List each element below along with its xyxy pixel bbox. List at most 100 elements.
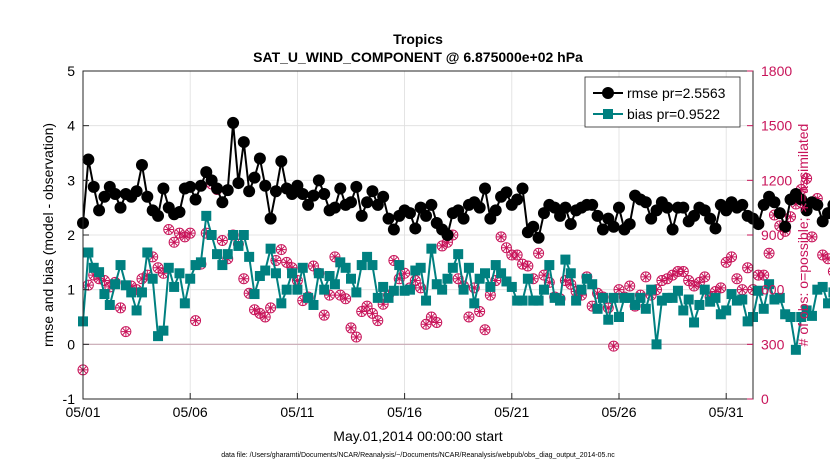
bias-point xyxy=(533,295,544,306)
obs-possible-point xyxy=(608,340,620,352)
obs-assimilated-point xyxy=(496,232,506,242)
rmse-point xyxy=(355,209,368,222)
obs-assimilated-point xyxy=(652,285,662,295)
rmse-point xyxy=(98,190,111,203)
bias-point xyxy=(169,281,180,292)
obs-assimilated-point xyxy=(362,301,372,311)
legend-bias-marker xyxy=(603,109,613,119)
bias-point xyxy=(689,317,700,328)
obs-possible-point xyxy=(415,282,427,294)
obs-assimilated-point xyxy=(298,296,308,306)
rmse-point xyxy=(211,182,223,195)
legend-rmse-marker xyxy=(602,87,614,99)
obs-assimilated-point xyxy=(469,283,479,293)
bias-point xyxy=(281,284,292,295)
bias-point xyxy=(496,268,507,279)
obs-assimilated-point xyxy=(116,303,126,313)
rmse-point xyxy=(382,212,395,225)
obs-assimilated-point xyxy=(394,274,404,284)
bias-point xyxy=(120,280,131,291)
y-right-tick-label: 900 xyxy=(761,227,785,243)
bias-point xyxy=(597,292,608,303)
obs-assimilated-point xyxy=(764,248,774,258)
obs-assimilated-point xyxy=(523,261,533,271)
bias-point xyxy=(308,299,319,310)
bias-point xyxy=(399,285,410,296)
bias-point xyxy=(646,284,657,295)
bias-point xyxy=(287,268,298,279)
y-axis-label: rmse and bias (model - observation) xyxy=(40,123,56,347)
rmse-point xyxy=(361,196,374,209)
obs-assimilated-point xyxy=(442,237,452,247)
bias-point xyxy=(780,309,791,320)
obs-assimilated-point xyxy=(105,282,115,292)
bias-point xyxy=(394,260,405,271)
bias-point xyxy=(469,298,480,309)
rmse-point xyxy=(511,193,524,206)
bias-point xyxy=(351,287,362,298)
obs-assimilated-point xyxy=(335,290,345,300)
obs-possible-point xyxy=(726,251,738,263)
rmse-point xyxy=(661,201,674,214)
bias-point xyxy=(136,287,147,298)
rmse-point xyxy=(189,193,202,206)
obs-assimilated-point xyxy=(132,285,142,295)
obs-possible-point xyxy=(190,315,202,327)
bias-point xyxy=(447,262,458,273)
bias-point xyxy=(174,268,185,279)
rmse-point xyxy=(613,201,625,214)
obs-assimilated-point xyxy=(158,268,168,278)
obs-possible-point xyxy=(806,231,818,243)
rmse-point xyxy=(227,116,240,129)
obs-assimilated-point xyxy=(684,276,694,286)
obs-assimilated-point xyxy=(480,325,490,335)
bias-point xyxy=(485,281,496,292)
bias-point xyxy=(292,284,303,295)
bias-point xyxy=(544,260,555,271)
obs-assimilated-point xyxy=(710,286,720,296)
rmse-point xyxy=(114,201,127,214)
bias-point xyxy=(410,265,421,276)
obs-assimilated-point xyxy=(544,277,554,287)
legend-bias-label: bias pr=0.9522 xyxy=(627,106,720,122)
bias-point xyxy=(823,298,830,309)
bias-point xyxy=(185,273,196,284)
obs-assimilated-point xyxy=(700,272,710,282)
obs-assimilated-point xyxy=(357,307,367,317)
bias-point xyxy=(753,285,764,296)
obs-assimilated-point xyxy=(732,274,742,284)
bias-point xyxy=(731,295,742,306)
obs-assimilated-point xyxy=(250,305,260,315)
obs-assimilated-point xyxy=(180,232,190,242)
bias-point xyxy=(228,230,239,240)
bias-point xyxy=(790,344,801,355)
obs-assimilated-point xyxy=(823,254,830,264)
obs-possible-point xyxy=(366,307,378,319)
rmse-point xyxy=(666,223,679,236)
obs-assimilated-point xyxy=(287,263,297,273)
rmse-point xyxy=(318,188,331,200)
bias-point xyxy=(110,279,121,290)
obs-assimilated-point xyxy=(528,274,538,284)
obs-assimilated-point xyxy=(137,274,147,284)
obs-possible-point xyxy=(463,311,475,323)
rmse-point xyxy=(591,209,604,222)
bias-point xyxy=(131,305,142,316)
obs-possible-point xyxy=(640,271,652,283)
bias-point xyxy=(270,268,281,279)
bias-point xyxy=(758,303,769,314)
bias-point xyxy=(608,292,619,303)
obs-assimilated-point xyxy=(507,250,517,260)
obs-assimilated-point xyxy=(743,263,753,273)
obs-possible-point xyxy=(120,326,132,338)
bias-point xyxy=(265,243,276,254)
obs-possible-point xyxy=(238,273,250,285)
rmse-point xyxy=(795,193,808,206)
bias-point xyxy=(721,305,732,316)
bias-point xyxy=(512,295,523,306)
bias-point xyxy=(796,312,807,322)
obs-assimilated-point xyxy=(485,290,495,300)
obs-assimilated-point xyxy=(737,285,747,295)
bias-point xyxy=(201,210,212,221)
obs-assimilated-point xyxy=(807,232,817,242)
